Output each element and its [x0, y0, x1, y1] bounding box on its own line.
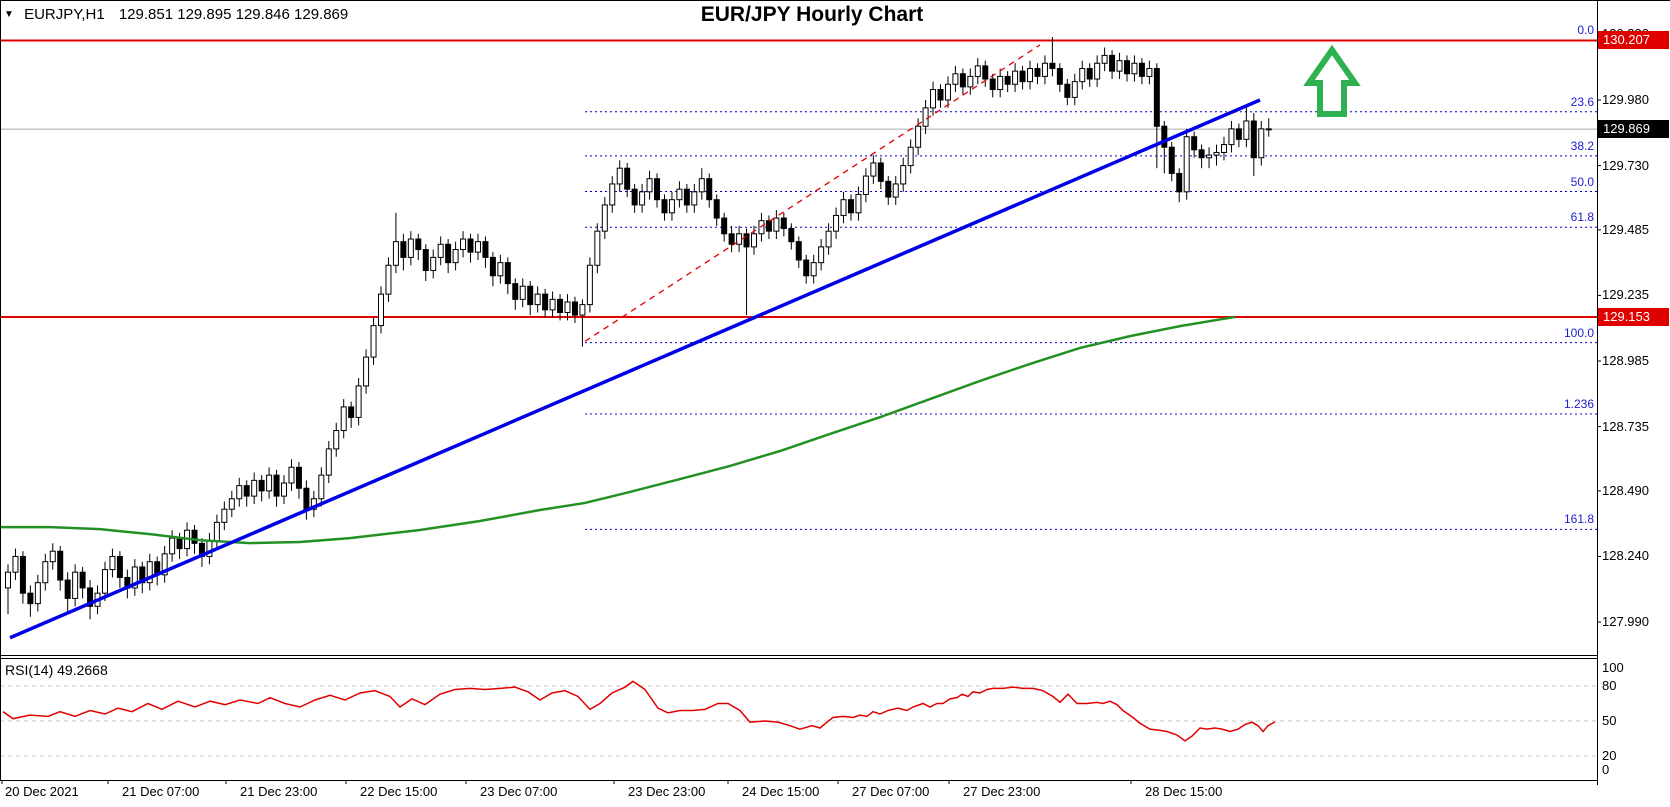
ohlc-quotes: 129.851 129.895 129.846 129.869: [118, 6, 349, 23]
rsi-line: [2, 680, 1276, 742]
moving-average-line: [0, 315, 1236, 545]
date-axis-label: 21 Dec 23:00: [240, 784, 318, 799]
candlestick-series: [5, 37, 1272, 620]
date-axis-label: 27 Dec 07:00: [852, 784, 930, 799]
fib-label: 1.236: [1563, 396, 1594, 411]
rsi-scale-label: 50: [1602, 713, 1617, 728]
symbol-timeframe: EURJPY,H1: [24, 6, 105, 23]
date-axis-label: 24 Dec 15:00: [742, 784, 820, 799]
fib-label: 23.6: [1570, 94, 1594, 109]
price-axis-label: 128.735: [1602, 418, 1649, 434]
rsi-scale-label: 20: [1602, 748, 1617, 763]
price-axis-label: 129.980: [1602, 92, 1649, 107]
rsi-indicator: [0, 680, 1597, 757]
date-axis-label: 22 Dec 15:00: [360, 784, 438, 799]
date-axis-label: 21 Dec 07:00: [122, 784, 200, 799]
price-axis-label: 129.235: [1602, 287, 1649, 303]
rsi-scale-label: 0: [1602, 762, 1610, 777]
price-tag: 130.207: [1598, 31, 1669, 50]
fib-label: 61.8: [1570, 210, 1594, 225]
price-axis-label: 127.990: [1602, 614, 1649, 630]
symbol-ohlc-header: ▼ EURJPY,H1 129.851 129.895 129.846 129.…: [4, 6, 348, 23]
price-axis-label: 128.240: [1602, 548, 1649, 564]
price-axis-label: 129.485: [1602, 221, 1649, 237]
price-axis-label: 128.490: [1602, 482, 1649, 498]
price-tag: 129.869: [1598, 120, 1669, 139]
price-axis-label: 129.730: [1602, 157, 1649, 173]
date-axis-label: 27 Dec 23:00: [963, 784, 1041, 799]
trend-line: [9, 98, 1261, 640]
fib-label: 161.8: [1563, 512, 1594, 527]
price-axis-label: 128.985: [1602, 353, 1649, 369]
fib-label: 50.0: [1570, 174, 1594, 189]
fib-label: 0.0: [1577, 23, 1594, 38]
rsi-scale-label: 100: [1602, 660, 1624, 675]
date-axis-label: 20 Dec 2021: [5, 784, 79, 799]
price-tag: 129.153: [1598, 307, 1669, 326]
fib-label: 100.0: [1563, 325, 1594, 340]
up-arrow-icon: [1303, 44, 1361, 117]
fibonacci-retracement: [585, 39, 1597, 530]
dashed-trend-line: [584, 44, 1041, 342]
rsi-scale-label: 80: [1602, 677, 1617, 693]
date-axis-label: 23 Dec 07:00: [480, 784, 558, 799]
collapse-indicator-icon[interactable]: ▼: [4, 9, 14, 20]
fib-label: 38.2: [1570, 138, 1594, 153]
date-axis-label: 23 Dec 23:00: [628, 784, 706, 799]
rsi-indicator-label: RSI(14) 49.2668: [5, 662, 108, 678]
chart-title: EUR/JPY Hourly Chart: [700, 3, 924, 26]
date-axis-label: 28 Dec 15:00: [1145, 784, 1223, 799]
